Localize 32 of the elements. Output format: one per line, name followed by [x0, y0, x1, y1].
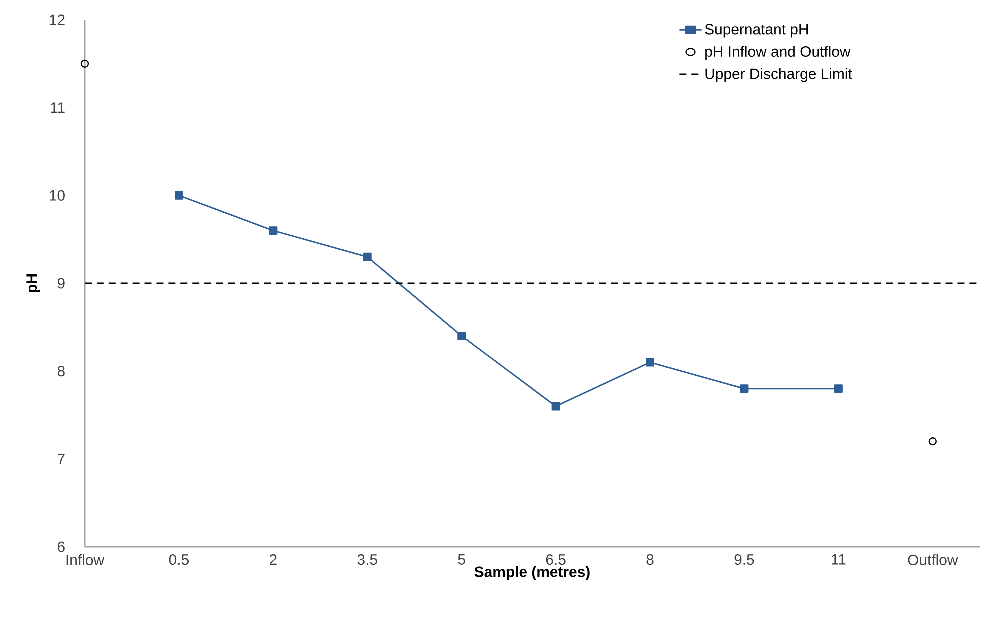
- point: [269, 226, 278, 236]
- x-tick-label: 3.5: [358, 554, 378, 566]
- x-tick-label: 11: [832, 554, 846, 565]
- y-tick-label: 10: [50, 190, 65, 201]
- point: [80, 60, 90, 68]
- point: [740, 384, 749, 394]
- point: [552, 402, 560, 411]
- legend-label: pH Inflow and Outflow: [706, 46, 851, 60]
- x-tick-label: Outflow: [908, 554, 958, 566]
- y-tick-label: 9: [58, 278, 65, 289]
- legend-label: Supernatant pH: [705, 24, 808, 38]
- legend-label: Upper Discharge Limit: [706, 68, 852, 82]
- y-axis-title: pH: [26, 274, 40, 292]
- point: [363, 252, 372, 262]
- y-tick-label: 8: [58, 366, 65, 377]
- point: [646, 358, 655, 367]
- x-tick-label: Inflow: [66, 554, 105, 566]
- y-tick-label: 7: [58, 454, 65, 464]
- point: [834, 384, 843, 394]
- x-tick-label: 2: [270, 554, 277, 565]
- y-tick-label: 12: [50, 14, 65, 26]
- y-tick-label: 11: [51, 102, 65, 113]
- x-tick-label: 9.5: [734, 554, 754, 566]
- x-tick-label: 0.5: [169, 554, 189, 566]
- x-tick-label: 8: [646, 554, 654, 566]
- point: [928, 438, 937, 446]
- point: [458, 332, 466, 340]
- x-tick-label: 5: [458, 554, 466, 565]
- y-tick-label: 6: [58, 542, 65, 552]
- x-axis-title: Sample (metres): [474, 566, 590, 580]
- x-tick-label: 6.5: [546, 554, 566, 566]
- point: [174, 191, 184, 200]
